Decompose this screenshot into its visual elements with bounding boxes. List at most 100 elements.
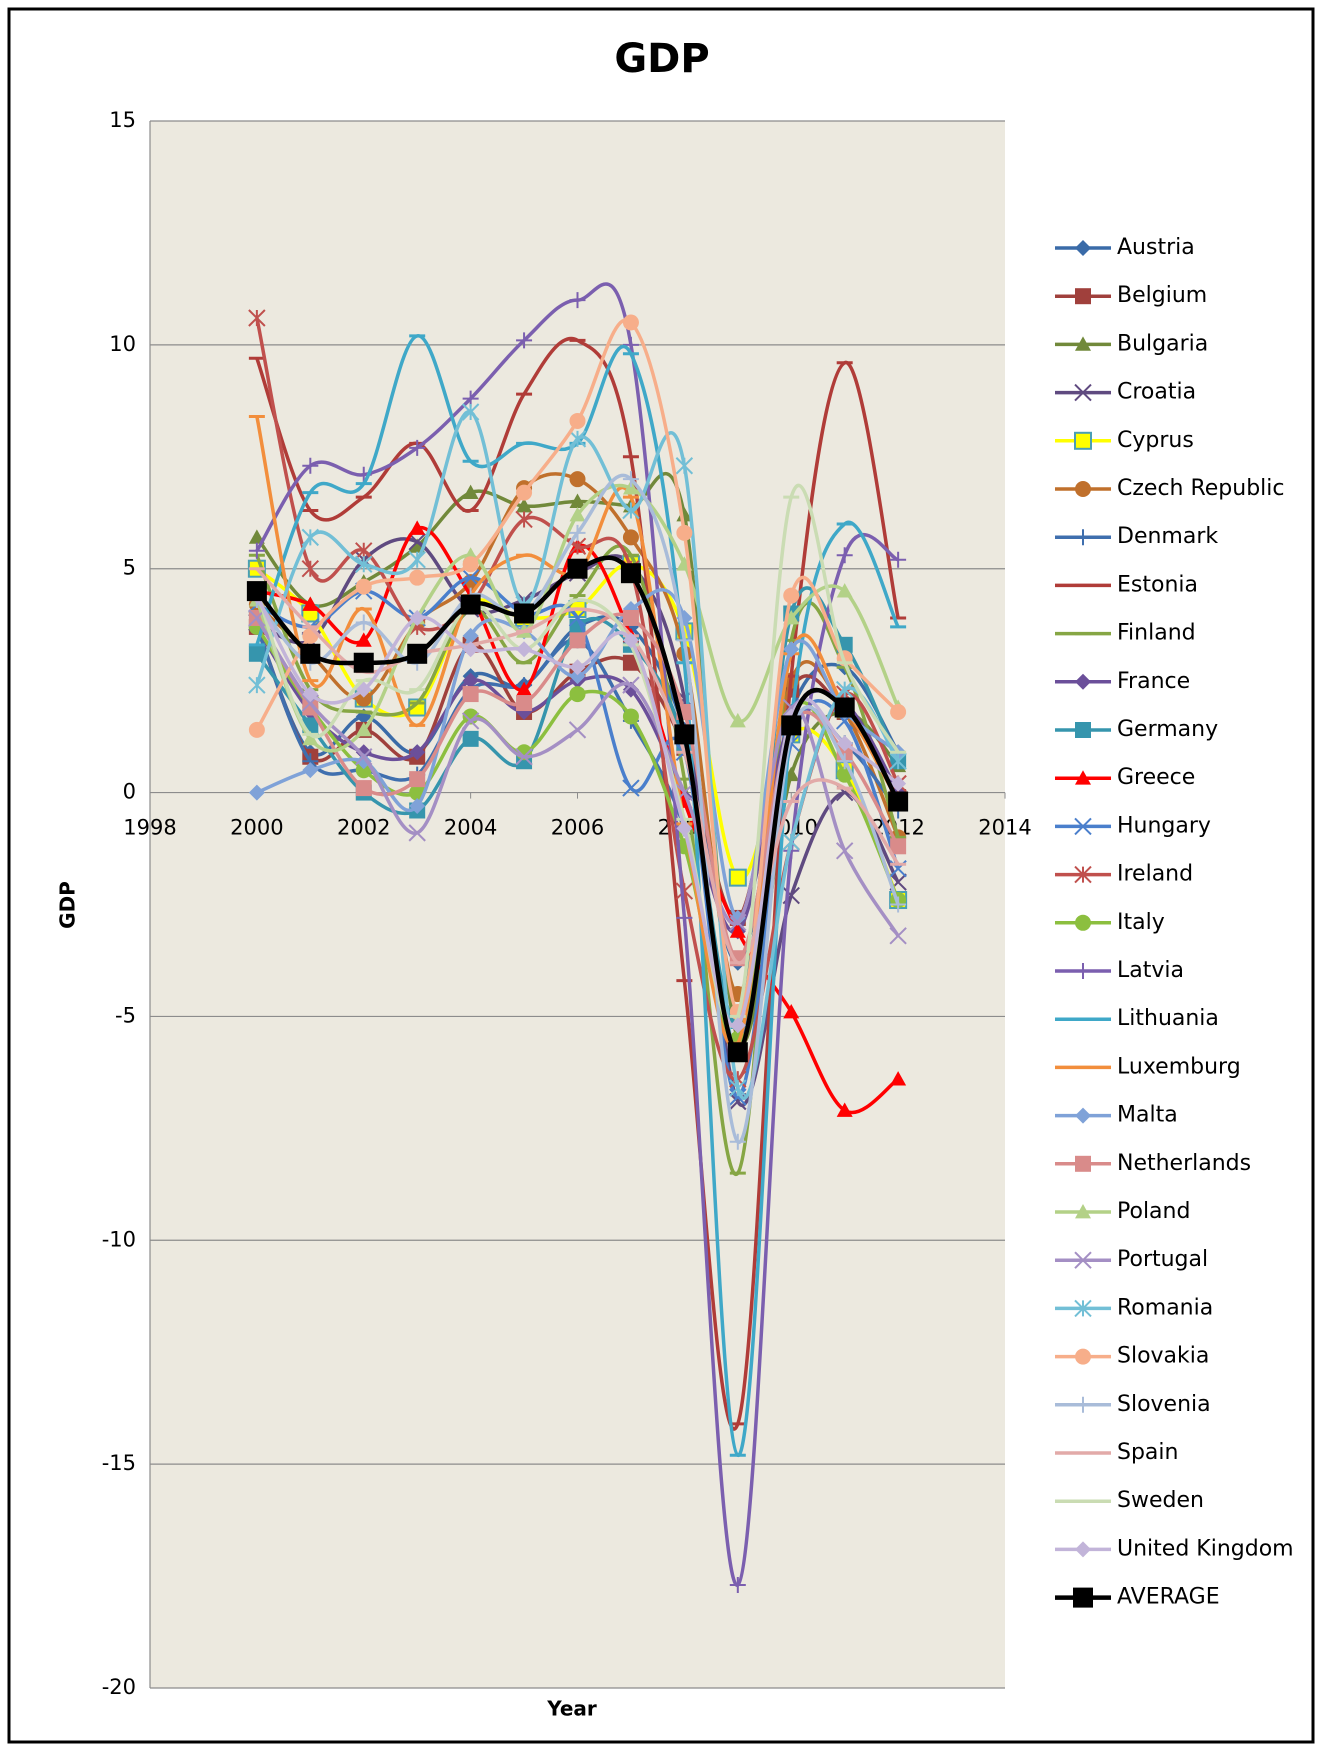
y-tick-label: 10	[109, 332, 136, 356]
marker	[729, 923, 746, 938]
marker	[569, 668, 586, 685]
marker	[622, 609, 639, 626]
y-tick-label: 0	[123, 780, 136, 804]
legend-label: Luxemburg	[1117, 1054, 1241, 1079]
marker	[783, 1003, 800, 1019]
marker	[1075, 529, 1091, 546]
marker	[516, 641, 533, 658]
marker	[516, 332, 533, 349]
series	[248, 403, 907, 1100]
marker	[622, 501, 640, 520]
marker	[1075, 1541, 1091, 1558]
marker	[355, 681, 372, 698]
marker	[783, 641, 800, 658]
marker	[355, 748, 373, 766]
marker	[355, 614, 372, 631]
marker	[729, 1577, 746, 1594]
marker	[1075, 481, 1091, 497]
marker	[1075, 240, 1091, 256]
marker	[462, 484, 479, 500]
legend-label: Cyprus	[1117, 428, 1194, 453]
legend-label: AVERAGE	[1117, 1585, 1220, 1610]
marker	[890, 703, 907, 720]
marker	[568, 609, 587, 627]
y-tick-label: -5	[115, 1003, 136, 1027]
legend-label: Finland	[1117, 621, 1196, 646]
marker	[890, 838, 907, 855]
legend-label: Austria	[1117, 235, 1195, 260]
marker	[622, 471, 639, 488]
marker	[569, 632, 586, 649]
marker	[567, 558, 588, 579]
line	[255, 318, 900, 1014]
marker	[890, 896, 907, 913]
marker	[836, 547, 853, 564]
legend-label: Estonia	[1117, 572, 1198, 597]
y-axis-title: GDP	[56, 881, 80, 929]
marker	[1075, 1107, 1091, 1124]
marker	[729, 1088, 747, 1106]
marker	[462, 627, 479, 644]
marker	[516, 695, 533, 712]
x-axis-title: Year	[546, 1697, 597, 1721]
x-tick-label: 2006	[551, 816, 604, 840]
marker	[836, 583, 853, 598]
marker	[890, 1071, 907, 1086]
marker	[409, 439, 426, 456]
marker	[834, 697, 855, 718]
marker	[461, 403, 480, 421]
legend-label: Sweden	[1117, 1488, 1204, 1513]
marker	[301, 560, 320, 578]
marker	[569, 659, 586, 676]
y-tick-label: -15	[102, 1451, 136, 1475]
marker	[1075, 770, 1091, 785]
marker	[889, 752, 907, 770]
legend-label: Slovakia	[1117, 1344, 1209, 1369]
marker	[1075, 1204, 1091, 1219]
marker	[1075, 1396, 1091, 1413]
marker	[355, 690, 372, 707]
marker	[569, 292, 586, 309]
marker	[676, 909, 693, 926]
marker	[248, 542, 265, 559]
legend-label: Netherlands	[1117, 1151, 1251, 1176]
chart-title: GDP	[614, 36, 709, 82]
legend-label: France	[1117, 669, 1190, 694]
marker	[889, 927, 907, 945]
marker	[516, 681, 533, 696]
marker	[836, 753, 853, 770]
marker	[729, 1133, 746, 1150]
y-tick-label: -20	[102, 1675, 136, 1699]
marker	[622, 676, 640, 694]
legend: Austria Belgium Bulgaria Croatia Cyprus Czech…	[1055, 235, 1294, 1610]
marker	[622, 314, 639, 331]
legend-label: Belgium	[1117, 283, 1207, 308]
marker	[1074, 431, 1092, 450]
marker	[460, 594, 481, 615]
marker	[782, 833, 800, 851]
legend-label: Malta	[1117, 1103, 1178, 1128]
legend-label: Lithuania	[1117, 1006, 1219, 1031]
marker	[462, 672, 479, 689]
marker	[1075, 722, 1091, 738]
marker	[676, 524, 693, 541]
marker	[676, 820, 693, 837]
marker	[514, 603, 535, 624]
marker	[620, 563, 641, 584]
marker	[302, 686, 319, 703]
marker	[676, 632, 693, 649]
marker	[302, 762, 319, 779]
y-tick-label: 5	[123, 556, 136, 580]
marker	[302, 730, 319, 746]
marker	[248, 721, 265, 738]
marker	[1075, 288, 1091, 305]
marker	[462, 686, 479, 703]
marker	[569, 506, 586, 522]
legend-label: Ireland	[1117, 862, 1193, 887]
marker	[1074, 1251, 1092, 1269]
legend-label: Hungary	[1117, 813, 1211, 838]
marker	[622, 632, 639, 649]
legend-label: Denmark	[1117, 524, 1218, 549]
marker	[462, 730, 479, 747]
